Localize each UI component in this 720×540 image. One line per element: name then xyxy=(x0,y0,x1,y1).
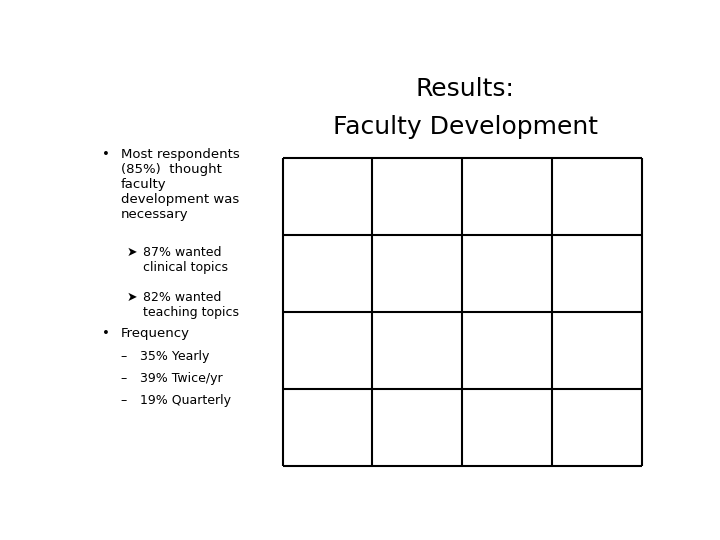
Text: –: – xyxy=(121,394,127,407)
Text: ➤: ➤ xyxy=(126,246,137,259)
Text: 87% wanted
clinical topics: 87% wanted clinical topics xyxy=(143,246,228,274)
Text: Results:: Results: xyxy=(416,77,515,102)
Text: •: • xyxy=(102,148,110,161)
Text: Faculty Development: Faculty Development xyxy=(333,114,598,139)
Text: ➤: ➤ xyxy=(126,292,137,305)
Text: 35% Yearly: 35% Yearly xyxy=(140,349,210,363)
Text: 39% Twice/yr: 39% Twice/yr xyxy=(140,372,223,384)
Text: •: • xyxy=(102,327,110,340)
Text: –: – xyxy=(121,349,127,363)
Text: Frequency: Frequency xyxy=(121,327,189,340)
Text: 82% wanted
teaching topics: 82% wanted teaching topics xyxy=(143,292,239,320)
Text: 19% Quarterly: 19% Quarterly xyxy=(140,394,231,407)
Text: –: – xyxy=(121,372,127,384)
Text: Most respondents
(85%)  thought
faculty
development was
necessary: Most respondents (85%) thought faculty d… xyxy=(121,148,240,221)
